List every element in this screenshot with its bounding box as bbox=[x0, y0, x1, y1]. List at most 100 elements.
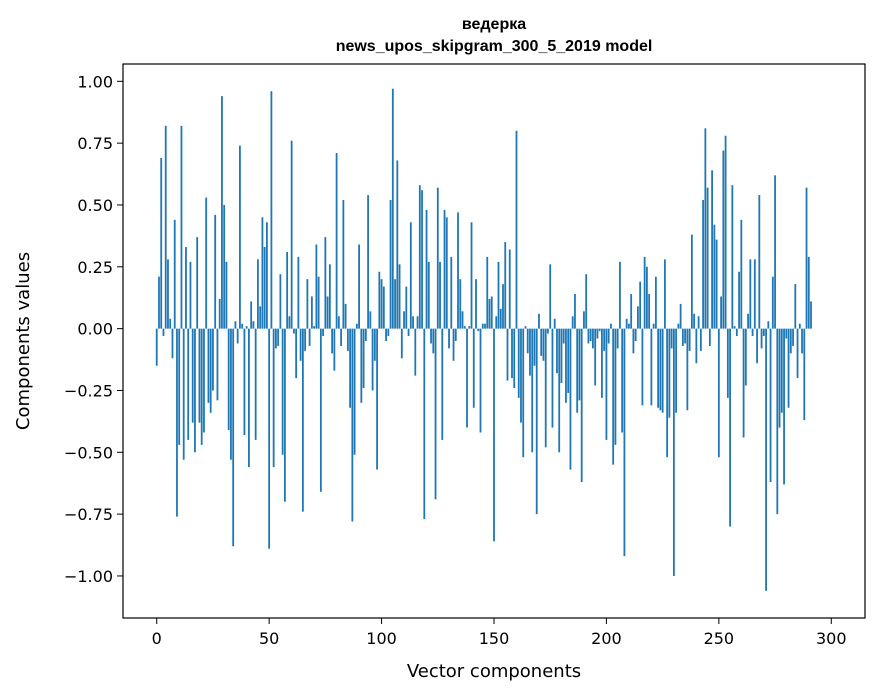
bar bbox=[212, 328, 214, 391]
bar bbox=[529, 328, 531, 376]
bar bbox=[176, 328, 178, 517]
bar bbox=[657, 328, 660, 408]
bar bbox=[565, 328, 567, 403]
bar bbox=[756, 328, 758, 364]
bar bbox=[679, 303, 682, 329]
bar bbox=[630, 294, 633, 329]
bar bbox=[641, 328, 644, 406]
bar bbox=[706, 187, 709, 329]
bar bbox=[268, 328, 271, 549]
bar bbox=[807, 256, 810, 329]
bar bbox=[720, 296, 722, 329]
bar bbox=[659, 328, 662, 411]
bar bbox=[672, 328, 675, 576]
bar bbox=[621, 328, 624, 433]
bar bbox=[205, 197, 208, 329]
bar bbox=[299, 328, 302, 361]
bar bbox=[315, 244, 318, 329]
bar bbox=[376, 328, 378, 470]
bar bbox=[373, 328, 376, 361]
bar bbox=[704, 128, 707, 329]
bars-group bbox=[155, 88, 812, 591]
bar bbox=[232, 328, 235, 547]
bar bbox=[275, 328, 277, 349]
bar bbox=[751, 328, 754, 337]
bar bbox=[744, 328, 747, 386]
bar bbox=[749, 259, 752, 329]
bar bbox=[796, 328, 799, 379]
bar bbox=[810, 301, 812, 329]
bar bbox=[544, 328, 547, 448]
bar bbox=[160, 157, 163, 329]
bar bbox=[337, 316, 340, 329]
bar bbox=[576, 328, 579, 413]
bar bbox=[389, 200, 392, 329]
bar bbox=[362, 328, 365, 388]
bar bbox=[418, 185, 421, 329]
bar bbox=[243, 328, 246, 435]
bar bbox=[771, 276, 774, 329]
x-tick-label: 50 bbox=[259, 629, 279, 648]
bar bbox=[245, 326, 248, 329]
bar bbox=[319, 328, 322, 492]
bar bbox=[423, 328, 426, 520]
bar bbox=[387, 328, 390, 337]
bar bbox=[533, 328, 536, 366]
x-tick-label: 150 bbox=[479, 629, 510, 648]
bar bbox=[266, 222, 268, 329]
bar bbox=[542, 328, 545, 361]
x-axis-ticks: 0 50 100 150 200 250 300 bbox=[152, 618, 847, 648]
bar bbox=[355, 323, 358, 329]
bar bbox=[445, 217, 448, 329]
bar bbox=[169, 318, 172, 329]
y-tick-label: −0.75 bbox=[64, 505, 113, 524]
bar bbox=[592, 328, 594, 349]
bar bbox=[457, 212, 459, 329]
bar bbox=[549, 264, 552, 329]
bar bbox=[349, 328, 351, 408]
bar bbox=[281, 328, 284, 455]
bar bbox=[735, 328, 738, 337]
bar bbox=[697, 316, 700, 329]
bar bbox=[468, 326, 471, 329]
bar bbox=[580, 328, 583, 482]
bar bbox=[724, 135, 727, 329]
bar bbox=[547, 328, 549, 334]
bar bbox=[535, 328, 538, 515]
bar bbox=[180, 125, 183, 329]
bar bbox=[794, 284, 797, 329]
x-tick-label: 300 bbox=[816, 629, 847, 648]
bar bbox=[787, 328, 790, 408]
bar bbox=[185, 247, 187, 329]
bar bbox=[221, 96, 223, 329]
bar bbox=[792, 328, 794, 346]
bar bbox=[167, 259, 169, 329]
bar bbox=[425, 209, 428, 329]
bar bbox=[459, 279, 462, 329]
bar bbox=[448, 328, 450, 349]
bar bbox=[625, 318, 628, 329]
bar bbox=[340, 328, 342, 346]
bar bbox=[412, 316, 414, 329]
bar bbox=[308, 328, 311, 346]
bar bbox=[234, 321, 237, 329]
bar bbox=[481, 323, 484, 329]
bar bbox=[463, 326, 466, 329]
y-tick-label: 0.50 bbox=[77, 196, 113, 215]
bar bbox=[643, 256, 646, 329]
bar bbox=[589, 328, 592, 341]
bar bbox=[520, 328, 522, 423]
bar bbox=[353, 328, 356, 455]
bar bbox=[367, 195, 369, 329]
bar bbox=[214, 214, 217, 329]
bar bbox=[558, 328, 561, 453]
bar bbox=[333, 328, 336, 371]
bar bbox=[506, 328, 509, 381]
bar bbox=[324, 237, 327, 329]
bar bbox=[430, 328, 432, 344]
bar bbox=[364, 328, 367, 341]
bar bbox=[472, 328, 475, 408]
bar bbox=[236, 328, 239, 344]
bar bbox=[290, 140, 293, 329]
bar bbox=[652, 323, 655, 329]
